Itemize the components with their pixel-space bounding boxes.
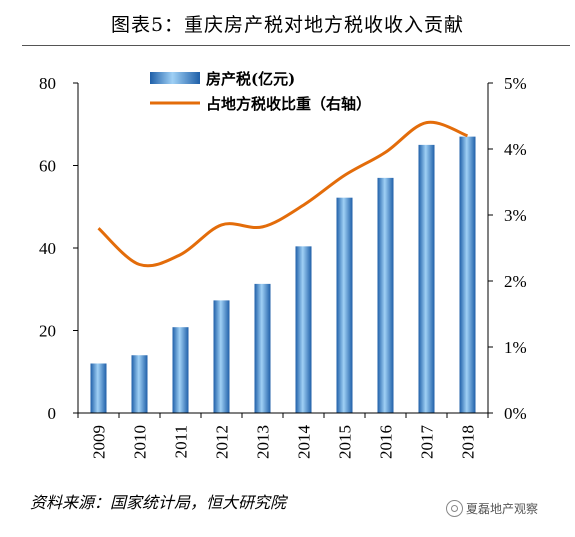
- left-tick-label: 60: [39, 157, 56, 176]
- x-tick-label: 2013: [254, 425, 273, 459]
- bar-2012: [213, 300, 230, 413]
- bar-2011: [172, 327, 189, 413]
- right-tick-label: 0%: [504, 404, 527, 423]
- ratio-line: [97, 120, 469, 268]
- wechat-logo-icon: [446, 500, 463, 517]
- x-tick-label: 2010: [131, 425, 150, 459]
- bar-line-chart: 0 20 40 60 80 0% 1% 2% 3% 4% 5% 2009 2010 2011 2012 201…: [39, 70, 527, 459]
- legend-bar-label: 房产税(亿元): [206, 70, 295, 88]
- left-tick-label: 40: [39, 239, 56, 258]
- bar-2014: [295, 246, 312, 413]
- watermark: 夏磊地产观察: [446, 500, 538, 517]
- legend-bar-swatch: [150, 72, 200, 84]
- x-tick-label: 2014: [295, 425, 314, 460]
- chart-title: 图表5：重庆房产税对地方税收收入贡献: [110, 14, 465, 36]
- right-tick-label: 5%: [504, 74, 527, 93]
- left-tick-label: 0: [48, 404, 57, 423]
- x-tick-label: 2018: [459, 425, 478, 459]
- x-tick-label: 2017: [418, 425, 437, 460]
- title-divider: [22, 45, 570, 46]
- bar-2017: [418, 144, 435, 413]
- line-series: [97, 120, 469, 268]
- watermark-text: 夏磊地产观察: [466, 502, 539, 516]
- bar-2009: [90, 363, 107, 413]
- x-tick-label: 2011: [172, 425, 191, 458]
- axes: 0 20 40 60 80 0% 1% 2% 3% 4% 5% 2009 2010 2011 2012 201…: [39, 74, 527, 459]
- source-note: 资料来源：国家统计局，恒大研究院: [30, 493, 287, 512]
- right-tick-label: 4%: [504, 140, 527, 159]
- right-tick-label: 3%: [504, 206, 527, 225]
- right-tick-label: 2%: [504, 272, 527, 291]
- x-tick-label: 2015: [336, 425, 355, 459]
- legend-line-label: 占地方税收比重（右轴）: [206, 95, 371, 113]
- bar-series: [90, 136, 476, 413]
- right-tick-label: 1%: [504, 338, 527, 357]
- bar-2015: [336, 197, 353, 413]
- left-tick-label: 20: [39, 322, 56, 341]
- bar-2016: [377, 177, 394, 413]
- bar-2010: [131, 355, 148, 413]
- left-tick-label: 80: [39, 74, 56, 93]
- x-tick-label: 2009: [90, 425, 109, 459]
- legend: 房产税(亿元) 占地方税收比重（右轴）: [150, 70, 371, 113]
- x-tick-label: 2016: [377, 425, 396, 459]
- x-tick-label: 2012: [213, 425, 232, 459]
- bar-2013: [254, 283, 271, 413]
- bar-2018: [459, 136, 476, 413]
